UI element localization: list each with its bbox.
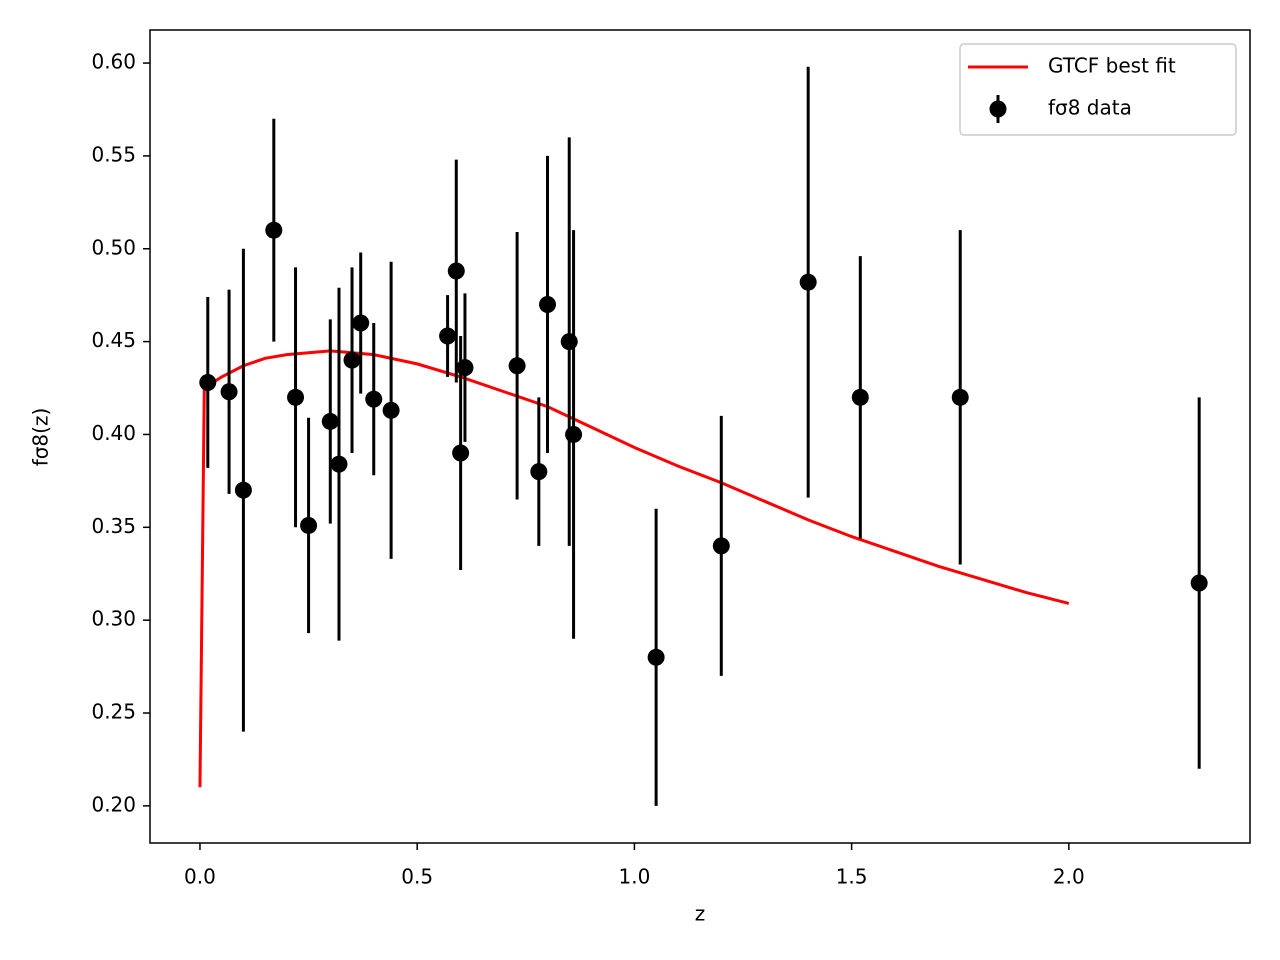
x-tick-label: 2.0: [1053, 865, 1085, 889]
data-point: [447, 262, 465, 280]
y-tick-label: 0.20: [91, 792, 136, 816]
y-tick-label: 0.50: [91, 235, 136, 259]
data-point: [330, 455, 348, 473]
data-point: [452, 444, 470, 462]
data-point: [300, 516, 318, 534]
data-point: [539, 295, 557, 313]
data-point: [439, 327, 457, 345]
data-point: [647, 648, 665, 666]
data-point: [287, 388, 305, 406]
y-axis-label: fσ8(z): [29, 408, 53, 467]
legend-marker: [989, 100, 1007, 118]
data-point: [560, 333, 578, 351]
data-point: [712, 537, 730, 555]
data-point: [199, 373, 217, 391]
data-point: [321, 412, 339, 430]
legend-label: GTCF best fit: [1048, 54, 1176, 78]
data-point: [565, 425, 583, 443]
y-tick-label: 0.35: [91, 514, 136, 538]
data-point: [1190, 574, 1208, 592]
data-point: [456, 359, 474, 377]
plot-frame: [149, 29, 1251, 844]
data-point: [951, 388, 969, 406]
data-point: [343, 351, 361, 369]
y-tick-label: 0.45: [91, 328, 136, 352]
data-point: [799, 273, 817, 291]
y-tick-label: 0.25: [91, 700, 136, 724]
data-point: [365, 390, 383, 408]
data-point: [265, 221, 283, 239]
y-tick-label: 0.30: [91, 607, 136, 631]
x-tick-label: 1.5: [836, 865, 868, 889]
data-point: [530, 463, 548, 481]
data-point: [352, 314, 370, 332]
x-tick-label: 0.5: [401, 865, 433, 889]
x-tick-label: 1.0: [618, 865, 650, 889]
y-tick-label: 0.60: [91, 50, 136, 74]
legend-box: [959, 43, 1237, 136]
legend-label: fσ8 data: [1048, 96, 1132, 120]
data-point: [382, 401, 400, 419]
x-tick-label: 0.0: [184, 865, 216, 889]
data-point: [851, 388, 869, 406]
y-tick-label: 0.55: [91, 142, 136, 166]
x-axis-label: z: [695, 902, 706, 926]
data-point: [234, 481, 252, 499]
data-point: [220, 383, 238, 401]
y-tick-label: 0.40: [91, 421, 136, 445]
data-point: [508, 357, 526, 375]
